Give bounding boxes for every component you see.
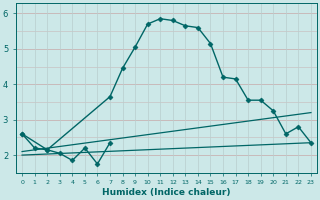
X-axis label: Humidex (Indice chaleur): Humidex (Indice chaleur) — [102, 188, 231, 197]
